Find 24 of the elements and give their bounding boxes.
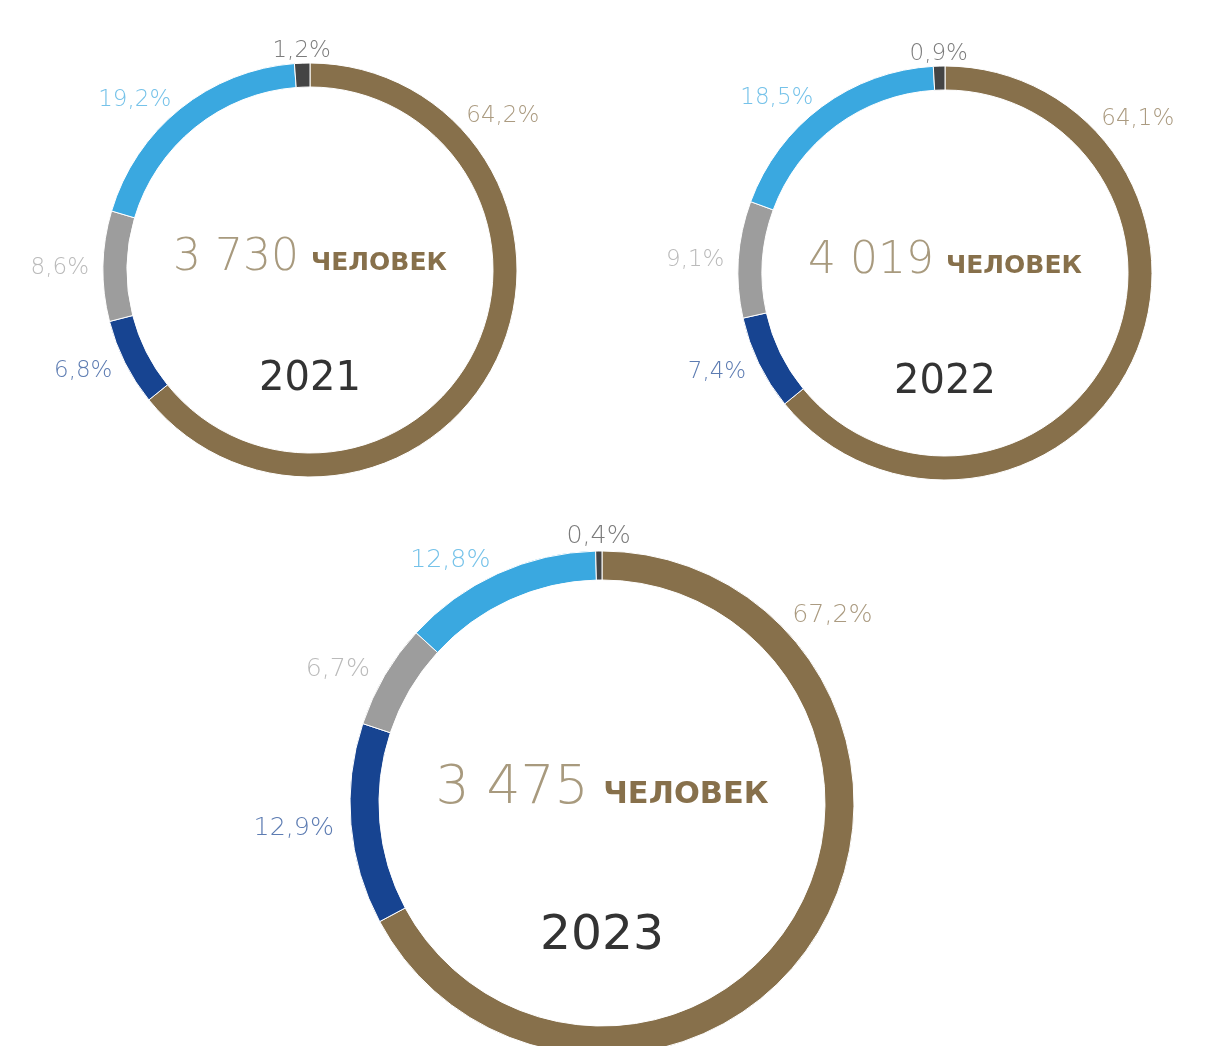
data-label: 8,6% bbox=[30, 252, 90, 279]
data-label: 6,8% bbox=[54, 356, 113, 383]
data-label: 12,9% bbox=[253, 811, 334, 841]
text: 3 730 bbox=[173, 229, 300, 280]
data-label: 0,9% bbox=[909, 39, 968, 66]
data-label: 64,1% bbox=[1101, 103, 1175, 130]
data-label: 67,2% bbox=[792, 598, 873, 628]
text: ЧЕЛОВЕК bbox=[603, 775, 769, 810]
data-label: 19,2% bbox=[98, 85, 172, 112]
data-label: 1,2% bbox=[272, 36, 331, 63]
text: ЧЕЛОВЕК bbox=[311, 247, 448, 276]
data-label: 12,8% bbox=[410, 544, 491, 573]
text: 3 475 bbox=[435, 753, 589, 816]
text: 4 019 bbox=[808, 232, 935, 283]
data-label: 64,2% bbox=[466, 100, 540, 127]
text: 2021 bbox=[259, 353, 361, 399]
data-label: 0,4% bbox=[566, 519, 631, 549]
data-label: 9,1% bbox=[666, 245, 725, 272]
data-label: 6,7% bbox=[305, 652, 370, 682]
text: 2023 bbox=[540, 904, 664, 961]
text: 2022 bbox=[894, 356, 996, 402]
text: ЧЕЛОВЕК bbox=[946, 250, 1083, 279]
data-label: 7,4% bbox=[687, 356, 747, 383]
data-label: 18,5% bbox=[740, 82, 814, 109]
